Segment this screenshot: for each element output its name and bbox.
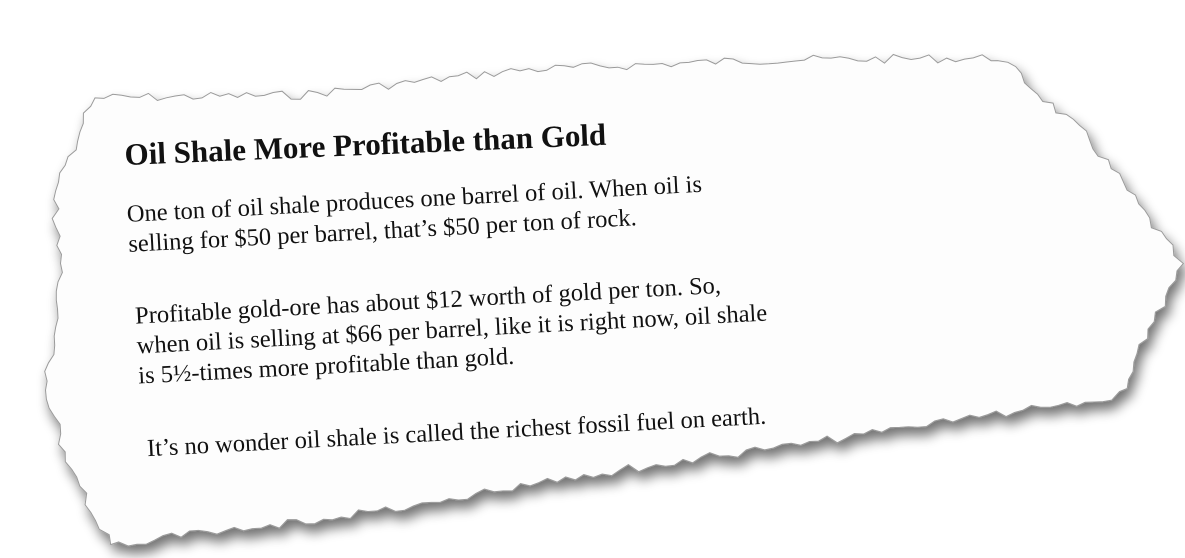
- torn-paper: [44, 53, 1185, 547]
